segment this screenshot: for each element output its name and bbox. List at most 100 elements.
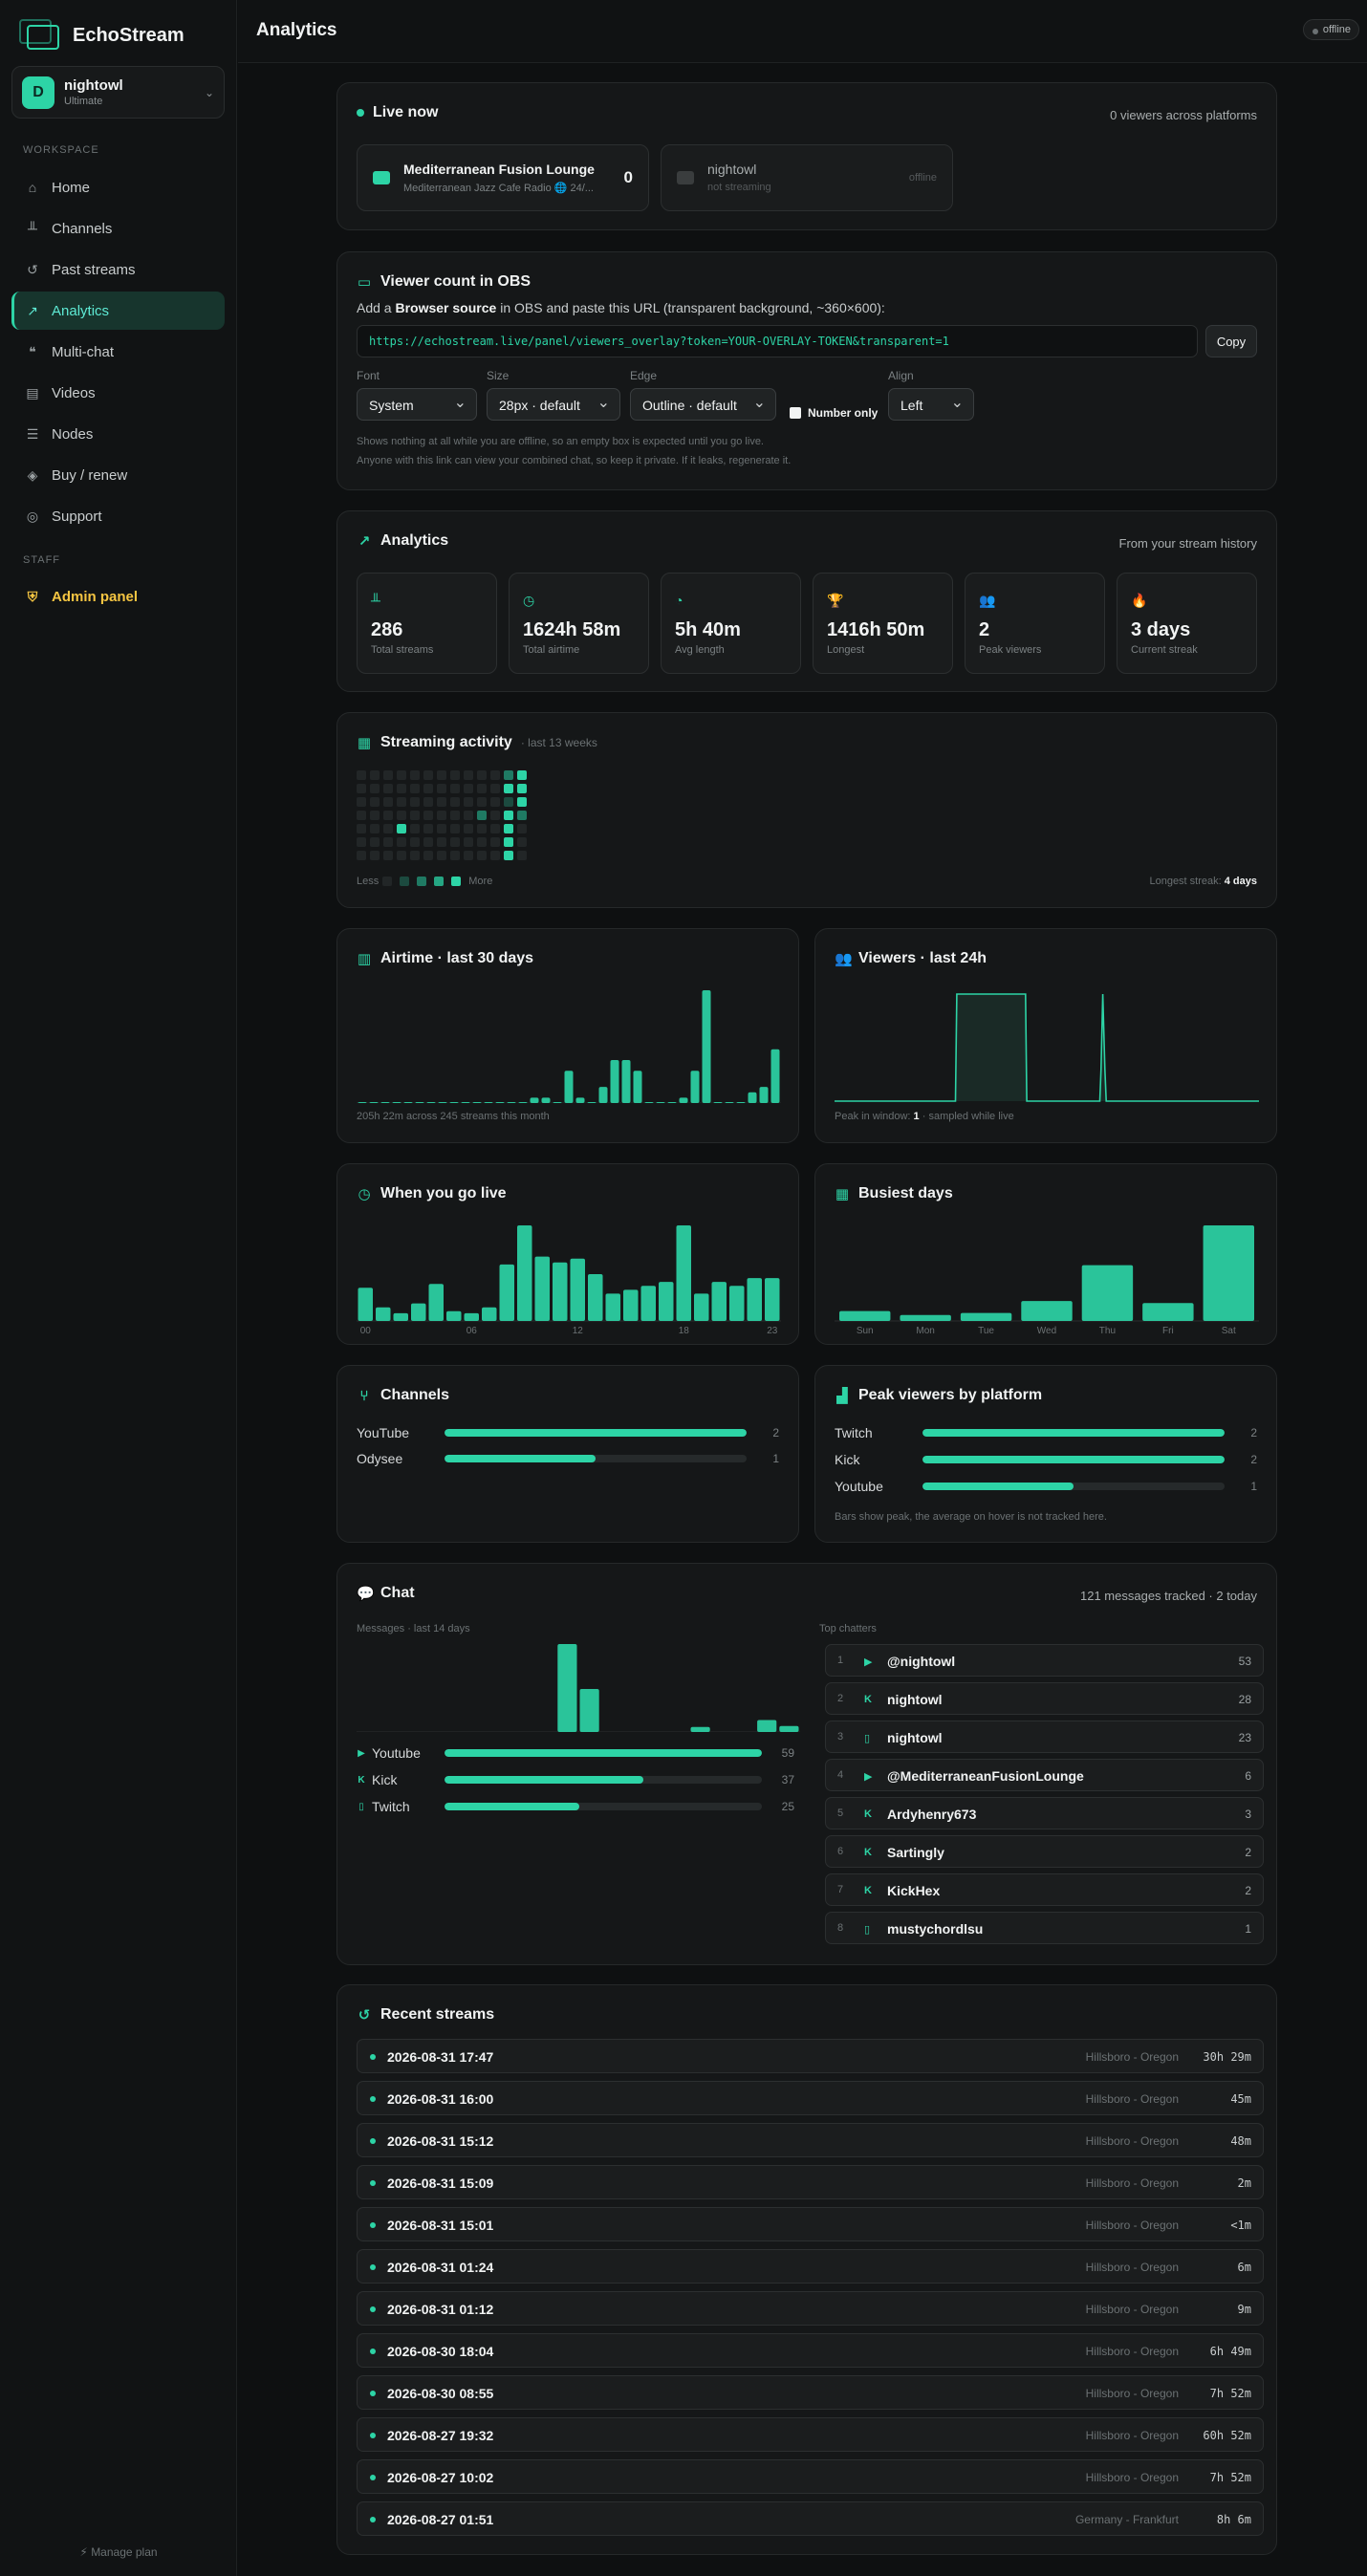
sidebar-item-admin-panel[interactable]: ⛨ Admin panel — [11, 577, 225, 616]
heatmap-cell[interactable] — [490, 770, 500, 780]
heatmap-cell[interactable] — [410, 851, 420, 860]
heatmap-cell[interactable] — [423, 811, 433, 820]
overlay-url-field[interactable]: https://echostream.live/panel/viewers_ov… — [357, 325, 1198, 357]
chatter-row[interactable]: 3 ▯ nightowl 23 — [825, 1721, 1264, 1753]
heatmap-cell[interactable] — [423, 824, 433, 833]
heatmap-cell[interactable] — [450, 797, 460, 807]
heatmap-cell[interactable] — [504, 811, 513, 820]
heatmap-cell[interactable] — [397, 811, 406, 820]
heatmap-cell[interactable] — [450, 811, 460, 820]
heatmap-cell[interactable] — [477, 837, 487, 847]
sidebar-item-support[interactable]: ◎ Support — [11, 497, 225, 535]
heatmap-cell[interactable] — [490, 797, 500, 807]
heatmap-cell[interactable] — [517, 811, 527, 820]
chatter-row[interactable]: 4 ▶ @MediterraneanFusionLounge 6 — [825, 1759, 1264, 1791]
heatmap-cell[interactable] — [517, 770, 527, 780]
sidebar-item-multi-chat[interactable]: ❝ Multi-chat — [11, 333, 225, 371]
sidebar-item-nodes[interactable]: ☰ Nodes — [11, 415, 225, 453]
heatmap-cell[interactable] — [464, 797, 473, 807]
stream-row[interactable]: 2026-08-31 16:00 Hillsboro - Oregon 45m — [357, 2081, 1264, 2115]
edge-select[interactable]: Outline · default — [630, 388, 776, 421]
heatmap-cell[interactable] — [383, 837, 393, 847]
heatmap-cell[interactable] — [437, 784, 446, 793]
stream-row[interactable]: 2026-08-31 01:12 Hillsboro - Oregon 9m — [357, 2291, 1264, 2326]
user-switcher[interactable]: D nightowl Ultimate ⌄ — [11, 66, 225, 119]
heatmap-cell[interactable] — [383, 784, 393, 793]
heatmap-cell[interactable] — [423, 837, 433, 847]
heatmap-cell[interactable] — [370, 770, 380, 780]
heatmap-cell[interactable] — [410, 824, 420, 833]
stream-row[interactable]: 2026-08-27 19:32 Hillsboro - Oregon 60h 52… — [357, 2417, 1264, 2452]
align-select[interactable]: Left — [888, 388, 974, 421]
heatmap-cell[interactable] — [423, 851, 433, 860]
number-only-checkbox[interactable]: Number only — [790, 406, 878, 420]
heatmap-cell[interactable] — [450, 824, 460, 833]
stream-row[interactable]: 2026-08-31 17:47 Hillsboro - Oregon 30h 29… — [357, 2039, 1264, 2073]
stream-row[interactable]: 2026-08-30 18:04 Hillsboro - Oregon 6h 49m — [357, 2333, 1264, 2368]
heatmap-cell[interactable] — [437, 811, 446, 820]
heatmap-cell[interactable] — [383, 797, 393, 807]
sidebar-item-past-streams[interactable]: ↺ Past streams — [11, 250, 225, 289]
heatmap-cell[interactable] — [517, 837, 527, 847]
heatmap-cell[interactable] — [464, 770, 473, 780]
heatmap-cell[interactable] — [397, 824, 406, 833]
stream-row[interactable]: 2026-08-27 10:02 Hillsboro - Oregon 7h 52m — [357, 2459, 1264, 2494]
heatmap-cell[interactable] — [357, 770, 366, 780]
heatmap-cell[interactable] — [370, 837, 380, 847]
heatmap-cell[interactable] — [464, 824, 473, 833]
heatmap-cell[interactable] — [450, 784, 460, 793]
heatmap-cell[interactable] — [383, 824, 393, 833]
live-channel-card[interactable]: nightowl not streaming offline — [661, 144, 953, 211]
heatmap-cell[interactable] — [477, 770, 487, 780]
heatmap-cell[interactable] — [504, 770, 513, 780]
size-select[interactable]: 28px · default — [487, 388, 620, 421]
heatmap-cell[interactable] — [410, 837, 420, 847]
sidebar-item-buy-renew[interactable]: ◈ Buy / renew — [11, 456, 225, 494]
heatmap-cell[interactable] — [490, 824, 500, 833]
heatmap-cell[interactable] — [410, 770, 420, 780]
heatmap-cell[interactable] — [397, 851, 406, 860]
heatmap-cell[interactable] — [490, 784, 500, 793]
heatmap-cell[interactable] — [357, 784, 366, 793]
heatmap-cell[interactable] — [477, 811, 487, 820]
heatmap-cell[interactable] — [490, 811, 500, 820]
heatmap-cell[interactable] — [357, 797, 366, 807]
heatmap-cell[interactable] — [517, 797, 527, 807]
heatmap-cell[interactable] — [437, 824, 446, 833]
heatmap-cell[interactable] — [370, 811, 380, 820]
heatmap-cell[interactable] — [464, 784, 473, 793]
heatmap-cell[interactable] — [437, 851, 446, 860]
heatmap-cell[interactable] — [410, 784, 420, 793]
font-select[interactable]: System — [357, 388, 477, 421]
chatter-row[interactable]: 1 ▶ @nightowl 53 — [825, 1644, 1264, 1677]
heatmap-cell[interactable] — [517, 851, 527, 860]
sidebar-item-channels[interactable]: ╨ Channels — [11, 209, 225, 248]
chatter-row[interactable]: 6 K Sartingly 2 — [825, 1835, 1264, 1868]
heatmap-cell[interactable] — [504, 851, 513, 860]
stream-row[interactable]: 2026-08-31 01:24 Hillsboro - Oregon 6m — [357, 2249, 1264, 2284]
heatmap-cell[interactable] — [450, 851, 460, 860]
heatmap-cell[interactable] — [370, 824, 380, 833]
heatmap-cell[interactable] — [437, 797, 446, 807]
heatmap-cell[interactable] — [423, 784, 433, 793]
heatmap-cell[interactable] — [504, 797, 513, 807]
sidebar-item-analytics[interactable]: ↗ Analytics — [11, 292, 225, 330]
heatmap-cell[interactable] — [383, 851, 393, 860]
heatmap-cell[interactable] — [397, 837, 406, 847]
heatmap-cell[interactable] — [357, 811, 366, 820]
heatmap-cell[interactable] — [477, 824, 487, 833]
stream-row[interactable]: 2026-08-27 01:51 Germany - Frankfurt 8h 6m — [357, 2501, 1264, 2536]
copy-button[interactable]: Copy — [1205, 325, 1257, 357]
heatmap-cell[interactable] — [370, 797, 380, 807]
chatter-row[interactable]: 8 ▯ mustychordlsu 1 — [825, 1912, 1264, 1944]
heatmap-cell[interactable] — [490, 851, 500, 860]
checkbox-box[interactable] — [790, 407, 801, 419]
heatmap-cell[interactable] — [357, 837, 366, 847]
heatmap-cell[interactable] — [370, 851, 380, 860]
heatmap-cell[interactable] — [397, 770, 406, 780]
heatmap-cell[interactable] — [410, 811, 420, 820]
stream-row[interactable]: 2026-08-31 15:12 Hillsboro - Oregon 48m — [357, 2123, 1264, 2157]
heatmap-cell[interactable] — [504, 837, 513, 847]
heatmap-cell[interactable] — [357, 851, 366, 860]
